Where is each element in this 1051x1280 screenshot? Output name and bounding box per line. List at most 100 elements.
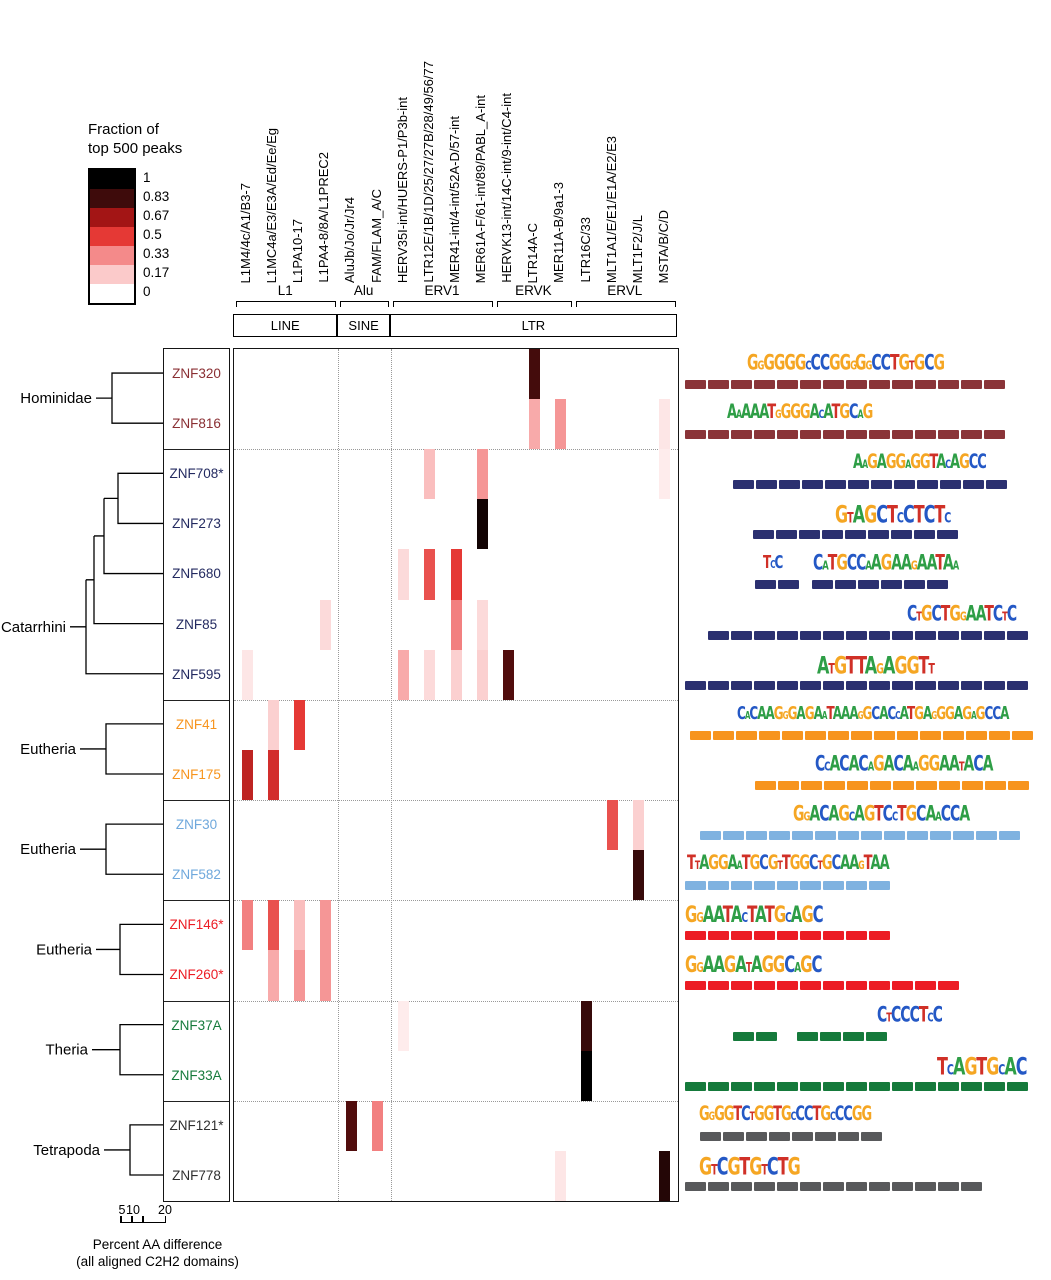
row-label: ZNF778: [172, 1167, 221, 1183]
logo-base-G: G: [833, 650, 847, 680]
logo-base-C: C: [858, 752, 868, 777]
logo-base-A: A: [870, 852, 881, 876]
logo-base-G: G: [772, 951, 785, 979]
logo-base-T: T: [906, 702, 915, 724]
logo-base-C: C: [818, 407, 825, 422]
zinc-finger-domain-box: [777, 881, 798, 891]
logo-base-A: A: [841, 702, 850, 724]
logo-base-C: C: [984, 702, 994, 724]
logo-base-G: G: [962, 702, 972, 724]
zinc-finger-domain-box: [892, 1081, 913, 1091]
logo-base-C: C: [927, 1009, 933, 1025]
zinc-finger-domain-box: [731, 380, 752, 389]
zinc-finger-domain-box: [777, 981, 798, 991]
logo-base-G: G: [839, 351, 851, 376]
logo-base-G: G: [861, 1103, 873, 1126]
zinc-finger-domain-box: [823, 630, 844, 640]
logo-base-G: G: [799, 852, 810, 876]
zinc-finger-domain-box: [759, 730, 780, 740]
heatmap-cell: [267, 749, 279, 801]
row-label: ZNF146*: [169, 917, 224, 933]
zinc-finger-domain-box: [838, 831, 859, 841]
logo-base-C: C: [849, 401, 858, 425]
zinc-finger-domain-bar: [700, 831, 1020, 841]
logo-base-C: C: [909, 1003, 920, 1028]
column-label: L1PA10-17: [290, 218, 306, 283]
legend-color-swatch: [90, 227, 134, 246]
sequence-logo: GGCCTGTGCG: [855, 351, 945, 376]
zinc-finger-domain-box: [800, 630, 821, 640]
logo-base-G: G: [949, 602, 960, 627]
zinc-finger-domain-box: [966, 730, 987, 740]
zinc-finger-domain-box: [777, 1081, 798, 1091]
zinc-finger-domain-box: [800, 680, 821, 690]
logo-base-A: A: [713, 901, 724, 929]
heatmap-cell: [633, 850, 645, 901]
zinc-finger-domain-box: [754, 380, 775, 389]
logo-base-G: G: [894, 650, 907, 680]
logo-base-G: G: [800, 951, 812, 979]
logo-base-G: G: [855, 351, 866, 376]
heatmap-cell: [241, 900, 253, 951]
phylo-tree-branch: [104, 1124, 163, 1176]
zinc-finger-domain-box: [777, 380, 798, 389]
heatmap-cell: [502, 649, 514, 700]
zinc-finger-domain-box: [892, 630, 913, 640]
logo-base-G: G: [699, 1103, 710, 1126]
zinc-finger-domain-box: [685, 430, 706, 440]
zinc-finger-domain-box: [685, 881, 706, 891]
logo-base-T: T: [745, 961, 752, 977]
heatmap-cell: [398, 649, 410, 700]
heatmap-cell: [267, 699, 279, 750]
logo-base-G: G: [696, 911, 703, 927]
logo-base-T: T: [733, 1103, 742, 1126]
logo-base-A: A: [925, 802, 936, 827]
zinc-finger-domain-box: [984, 1081, 1005, 1091]
logo-base-A: A: [865, 557, 872, 573]
logo-base-A: A: [952, 557, 960, 573]
zinc-finger-domain-box: [731, 981, 752, 991]
zinc-finger-domain-box: [800, 981, 821, 991]
heatmap-cell: [476, 499, 488, 550]
logo-base-C: C: [795, 1103, 804, 1126]
logo-base-T: T: [913, 500, 925, 529]
logo-base-G: G: [803, 808, 811, 824]
logo-base-C: C: [946, 1062, 954, 1079]
logo-base-C: C: [924, 351, 934, 376]
heatmap-cell: [528, 399, 540, 450]
zinc-finger-domain-box: [891, 530, 912, 540]
phylo-tree-branch: [92, 1023, 163, 1076]
scale-caption-line2: (all aligned C2H2 domains): [76, 1254, 239, 1269]
logo-base-A: A: [849, 702, 858, 724]
zinc-finger-domain-box: [801, 780, 822, 790]
logo-base-C: C: [790, 1109, 797, 1123]
heatmap-cell: [346, 1100, 358, 1151]
logo-base-C: C: [940, 802, 951, 827]
zinc-finger-domain-box: [961, 380, 982, 389]
row-label: ZNF175: [172, 766, 221, 782]
logo-base-C: C: [810, 351, 821, 376]
logo-base-T: T: [741, 852, 751, 876]
logo-base-C: C: [1006, 602, 1017, 627]
logo-base-A: A: [899, 702, 908, 724]
column-label: LTR16C/33: [577, 217, 593, 283]
logo-base-T: T: [747, 901, 756, 929]
logo-base-C: C: [916, 802, 926, 827]
logo-base-T: T: [817, 858, 823, 873]
logo-base-T: T: [886, 500, 898, 529]
logo-base-G: G: [986, 1051, 999, 1081]
zinc-finger-domain-box: [754, 630, 775, 640]
sequence-logo: GTAGCTCCTCTC: [835, 500, 951, 529]
logo-base-G: G: [789, 852, 801, 876]
zinc-finger-domain-box: [915, 680, 936, 690]
zinc-finger-domain-box: [825, 480, 846, 490]
logo-base-G: G: [780, 1103, 792, 1126]
logo-base-G: G: [714, 1103, 725, 1126]
zinc-finger-domain-box: [869, 680, 890, 690]
logo-base-C: C: [893, 752, 904, 777]
zinc-finger-domain-box: [754, 931, 775, 941]
zinc-finger-domain-box: [708, 931, 729, 941]
zinc-finger-domain-box: [731, 931, 752, 941]
zinc-finger-domain-box: [746, 1131, 767, 1141]
zinc-finger-domain-box: [823, 380, 844, 389]
